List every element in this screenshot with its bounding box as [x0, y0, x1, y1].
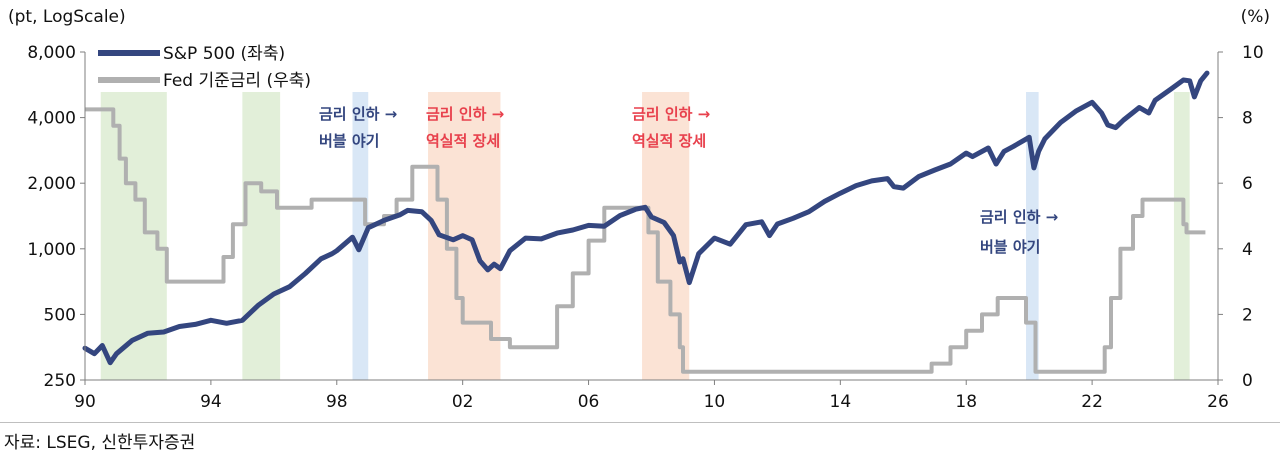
fed-rate-layer: [85, 107, 1206, 374]
legend: S&P 500 (좌축) Fed 기준금리 (우축): [98, 44, 311, 91]
left-axis-tick-label: 8,000: [27, 43, 76, 63]
left-axis-tick-label: 250: [44, 371, 76, 391]
x-axis-tick-label: 94: [200, 392, 222, 412]
annotation-1998: 금리 인하 → 버블 야기: [319, 105, 397, 150]
annotation-2007-line-1: 금리 인하 →: [632, 105, 710, 123]
annotation-2019-line-2: 버블 야기: [980, 238, 1040, 256]
right-axis-tick-label: 8: [1242, 109, 1253, 129]
shaded-period-2: [242, 92, 281, 380]
legend-sp500-label: S&P 500 (좌축): [163, 44, 285, 64]
left-axis-unit-label: (pt, LogScale): [8, 7, 126, 27]
annotation-2007: 금리 인하 → 역실적 장세: [632, 105, 710, 150]
left-axis-tick-label: 4,000: [27, 109, 76, 129]
legend-fed-rate-label: Fed 기준금리 (우축): [163, 71, 311, 91]
sp500-layer: [82, 70, 1210, 366]
annotation-1998-line-2: 버블 야기: [319, 132, 379, 150]
annotation-2019: 금리 인하 → 버블 야기: [980, 208, 1058, 256]
x-axis-tick-label: 14: [830, 392, 852, 412]
x-axis-tick-label: 26: [1207, 392, 1229, 412]
x-axis-tick-label: 18: [955, 392, 977, 412]
x-axis-tick-label: 10: [704, 392, 726, 412]
annotation-2007-line-2: 역실적 장세: [632, 132, 706, 150]
annotation-2001-line-2: 역실적 장세: [426, 132, 500, 150]
annotation-2019-line-1: 금리 인하 →: [980, 208, 1058, 226]
x-axis-tick-label: 98: [326, 392, 348, 412]
x-axis-tick-label: 02: [452, 392, 474, 412]
x-axis-tick-label: 90: [74, 392, 96, 412]
right-axis-tick-label: 6: [1242, 174, 1253, 194]
footer-divider: [0, 422, 1280, 423]
annotation-2001: 금리 인하 → 역실적 장세: [426, 105, 504, 150]
left-axis-tick-label: 2,000: [27, 174, 76, 194]
sp500-line: [82, 70, 1210, 366]
x-axis-tick-label: 06: [578, 392, 600, 412]
source-note: 자료: LSEG, 신한투자증권: [4, 433, 196, 453]
shaded-period-3: [352, 92, 369, 380]
right-axis-unit-label: (%): [1241, 7, 1270, 27]
annotation-1998-line-1: 금리 인하 →: [319, 105, 397, 123]
right-axis-tick-label: 10: [1242, 43, 1264, 63]
annotation-2001-line-1: 금리 인하 →: [426, 105, 504, 123]
shaded-period-7: [1173, 92, 1190, 380]
fed-rate-line: [85, 107, 1206, 374]
x-axis-tick-label: 22: [1081, 392, 1103, 412]
right-axis-tick-label: 2: [1242, 305, 1253, 325]
left-axis-tick-label: 1,000: [27, 240, 76, 260]
right-axis-tick-label: 4: [1242, 240, 1253, 260]
right-axis-tick-label: 0: [1242, 371, 1253, 391]
left-axis-tick-label: 500: [44, 305, 76, 325]
